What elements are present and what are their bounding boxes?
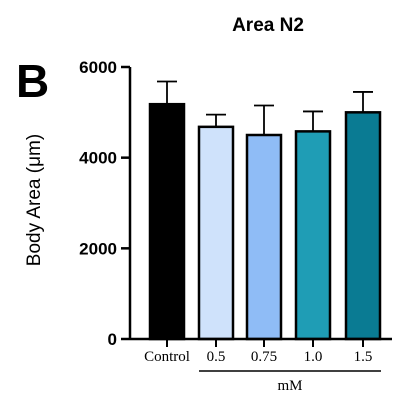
y-tick-label: 6000 <box>79 58 117 77</box>
x-tick-label: 0.5 <box>207 349 226 365</box>
group-label: mM <box>277 378 302 394</box>
x-tick-label: Control <box>144 349 190 365</box>
bar <box>148 102 186 341</box>
x-tick-label: 1.0 <box>304 349 323 365</box>
y-axis: 0 2000 4000 6000 <box>79 58 132 349</box>
bar <box>245 133 283 341</box>
bars-group <box>148 80 382 341</box>
bar <box>197 125 235 341</box>
bar <box>294 130 332 341</box>
x-tick-label: 0.75 <box>251 349 277 365</box>
bar <box>344 111 382 341</box>
panel-letter: B <box>16 55 49 107</box>
y-tick-label: 0 <box>108 330 117 349</box>
y-axis-label: Body Area (μm) <box>24 134 45 266</box>
chart-title: Area N2 <box>232 15 304 36</box>
y-tick-label: 4000 <box>79 149 117 168</box>
x-tick-label: 1.5 <box>354 349 373 365</box>
y-tick-label: 2000 <box>79 239 117 258</box>
x-axis: Control 0.5 0.75 1.0 1.5 <box>130 337 392 365</box>
